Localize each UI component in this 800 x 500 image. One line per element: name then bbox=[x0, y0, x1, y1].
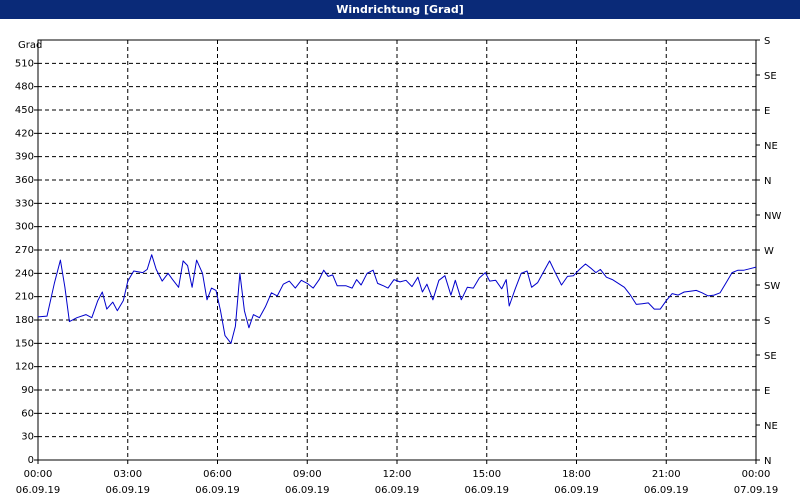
y-tick-label: 90 bbox=[21, 385, 34, 396]
chart-title: Windrichtung [Grad] bbox=[0, 0, 800, 19]
compass-tick-label: N bbox=[764, 176, 771, 187]
wind-direction-line bbox=[37, 254, 757, 344]
compass-tick-label: E bbox=[764, 386, 770, 397]
compass-tick-label: NE bbox=[764, 421, 778, 432]
x-tick-date-label: 06.09.19 bbox=[16, 485, 61, 496]
x-tick-time-label: 00:00 bbox=[742, 469, 771, 480]
y-tick-label: 60 bbox=[21, 408, 34, 419]
y-tick-label: 510 bbox=[15, 58, 34, 69]
x-tick-date-label: 06.09.19 bbox=[464, 485, 509, 496]
wind-direction-chart: Grad 0 30 60 90 120 150 180 210 240 270 300 330 360 3… bbox=[15, 36, 782, 496]
x-tick-date-label: 06.09.19 bbox=[644, 485, 689, 496]
compass-tick-label: E bbox=[764, 106, 770, 117]
y-tick-label: 0 bbox=[28, 455, 34, 466]
x-tick-date-label: 06.09.19 bbox=[285, 485, 330, 496]
y-tick-label: 390 bbox=[15, 152, 34, 163]
x-tick-time-label: 21:00 bbox=[652, 469, 681, 480]
y-tick-label: 300 bbox=[15, 222, 34, 233]
series bbox=[37, 254, 757, 344]
x-tick-time-label: 03:00 bbox=[113, 469, 142, 480]
y-tick-label: 150 bbox=[15, 338, 34, 349]
x-tick-time-label: 00:00 bbox=[24, 469, 53, 480]
compass-tick-label: S bbox=[764, 316, 770, 327]
y-tick-label: 120 bbox=[15, 362, 34, 373]
compass-tick-label: S bbox=[764, 36, 770, 47]
x-tick-time-label: 12:00 bbox=[383, 469, 412, 480]
compass-tick-label: NW bbox=[764, 211, 781, 222]
x-tick-time-label: 09:00 bbox=[293, 469, 322, 480]
compass-tick-label: SE bbox=[764, 71, 777, 82]
grid-lines bbox=[38, 40, 756, 460]
y-tick-label: 30 bbox=[21, 432, 34, 443]
x-tick-date-label: 06.09.19 bbox=[554, 485, 599, 496]
compass-tick-label: NE bbox=[764, 141, 778, 152]
y-tick-label: 180 bbox=[15, 315, 34, 326]
y-tick-label: 270 bbox=[15, 245, 34, 256]
x-tick-time-label: 15:00 bbox=[472, 469, 501, 480]
x-axis-ticks: 00:00 06.09.19 03:00 06.09.19 06:00 06.09.19 0… bbox=[16, 460, 779, 496]
x-tick-date-label: 06.09.19 bbox=[195, 485, 240, 496]
y-tick-label: 210 bbox=[15, 292, 34, 303]
compass-tick-label: SW bbox=[764, 281, 780, 292]
compass-tick-label: SE bbox=[764, 351, 777, 362]
y-tick-label: 240 bbox=[15, 268, 34, 279]
x-tick-time-label: 06:00 bbox=[203, 469, 232, 480]
y-axis-label: Grad bbox=[18, 40, 42, 51]
x-tick-date-label: 06.09.19 bbox=[375, 485, 420, 496]
y-tick-label: 480 bbox=[15, 82, 34, 93]
y-tick-label: 360 bbox=[15, 175, 34, 186]
y-tick-label: 330 bbox=[15, 198, 34, 209]
y-tick-label: 420 bbox=[15, 128, 34, 139]
compass-tick-label: W bbox=[764, 246, 774, 257]
y-axis-ticks: 0 30 60 90 120 150 180 210 240 270 300 330 360 390 420… bbox=[15, 58, 38, 466]
x-tick-date-label: 07.09.19 bbox=[734, 485, 779, 496]
x-tick-time-label: 18:00 bbox=[562, 469, 591, 480]
compass-axis-ticks: N NE E SE S SW W NW N NE E SE S bbox=[756, 36, 781, 467]
compass-tick-label: N bbox=[764, 456, 771, 467]
y-tick-label: 450 bbox=[15, 105, 34, 116]
x-tick-date-label: 06.09.19 bbox=[105, 485, 150, 496]
